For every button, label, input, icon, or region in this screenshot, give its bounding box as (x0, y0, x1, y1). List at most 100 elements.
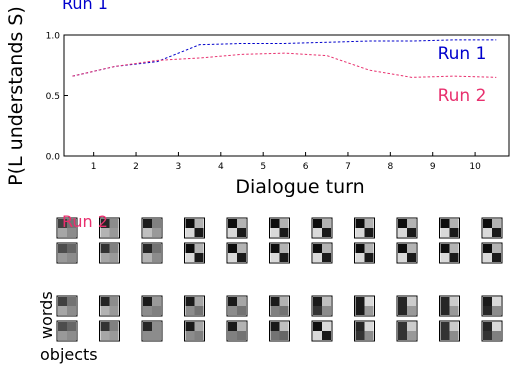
matrix-objects (396, 320, 418, 342)
matrix-cell (194, 306, 204, 315)
matrix-cell (270, 253, 280, 262)
matrix-cell (143, 253, 152, 262)
matrix-cell (355, 322, 365, 331)
matrix-cell (152, 297, 161, 306)
matrix-cell (364, 322, 374, 331)
matrix-cell (483, 244, 492, 253)
matrix-cell (100, 244, 110, 253)
matrix-cell (270, 244, 280, 253)
matrix-cell (407, 306, 416, 315)
matrix-cell (449, 253, 459, 262)
matrix-words (99, 295, 120, 317)
matrix-cell (152, 219, 161, 228)
y-tick-label: 0.5 (46, 92, 60, 102)
matrix-cell (194, 253, 204, 262)
matrix-cell (228, 306, 237, 315)
matrix-cell (143, 244, 152, 253)
matrix-cell (313, 297, 322, 306)
matrix-cell (228, 331, 237, 340)
matrix-cell (322, 219, 331, 228)
matrix-words (354, 217, 375, 239)
matrix-cell (58, 253, 67, 262)
matrix-cell (185, 253, 195, 262)
matrix-cell (67, 244, 76, 253)
matrix-words (226, 295, 248, 317)
matrix-objects (481, 320, 503, 342)
matrix-cell (279, 228, 289, 237)
matrix-panels: Run 1 Run 2 (56, 0, 503, 342)
matrix-cell (449, 228, 459, 237)
matrix-cell (322, 228, 331, 237)
matrix-cell (228, 228, 237, 237)
matrix-cell (237, 219, 246, 228)
matrix-cell (279, 322, 289, 331)
y-tick-label: 1.0 (46, 32, 61, 42)
matrix-cell (322, 253, 331, 262)
matrix-cell (228, 219, 237, 228)
matrix-cell (100, 306, 110, 315)
matrix-cell (67, 297, 76, 306)
matrix-words (269, 295, 290, 317)
matrix-cell (109, 297, 119, 306)
x-tick-label: 7 (345, 162, 351, 172)
matrix-words (99, 217, 120, 239)
matrix-objects (269, 242, 290, 264)
matrix-cell (58, 228, 67, 237)
matrix-cell (58, 331, 67, 340)
series-line-run-1 (72, 39, 497, 77)
matrix-cell (449, 219, 459, 228)
matrix-cell (237, 244, 246, 253)
matrix-cell (364, 306, 374, 315)
x-tick-label: 6 (303, 162, 309, 172)
matrix-cell (398, 228, 407, 237)
matrix-cell (398, 322, 407, 331)
matrix-cell (194, 331, 204, 340)
matrix-cell (152, 331, 161, 340)
matrix-objects (311, 320, 333, 342)
matrix-cell (440, 322, 450, 331)
matrix-cell (407, 228, 416, 237)
matrix-cell (355, 253, 365, 262)
matrix-cell (440, 253, 450, 262)
matrix-cell (100, 297, 110, 306)
matrix-cell (322, 322, 331, 331)
matrix-words (481, 295, 503, 317)
matrix-cell (492, 331, 501, 340)
matrix-cell (185, 322, 195, 331)
matrix-words (184, 217, 205, 239)
matrix-objects (184, 320, 205, 342)
matrix-cell (449, 297, 459, 306)
matrix-cell (364, 244, 374, 253)
x-tick-label: 9 (430, 162, 436, 172)
matrix-objects (269, 320, 290, 342)
matrix-cell (237, 297, 246, 306)
matrix-cell (152, 322, 161, 331)
matrix-objects (56, 242, 78, 264)
matrix-cell (279, 244, 289, 253)
matrix-cell (228, 253, 237, 262)
matrix-cell (58, 219, 67, 228)
matrix-cell (194, 322, 204, 331)
matrix-cell (270, 306, 280, 315)
matrix-cell (440, 219, 450, 228)
matrix-cell (228, 244, 237, 253)
matrix-objects (99, 320, 120, 342)
matrix-cell (483, 253, 492, 262)
matrix-words (396, 295, 418, 317)
matrix-cell (143, 297, 152, 306)
matrix-cell (100, 331, 110, 340)
matrix-cell (483, 322, 492, 331)
matrix-cell (237, 253, 246, 262)
matrix-cell (355, 306, 365, 315)
matrix-cell (109, 322, 119, 331)
matrix-words (56, 295, 78, 317)
matrix-cell (313, 253, 322, 262)
matrix-cell (109, 244, 119, 253)
matrix-cell (237, 306, 246, 315)
matrix-cell (185, 228, 195, 237)
matrix-cell (109, 331, 119, 340)
matrix-cell (492, 228, 501, 237)
matrix-words (184, 295, 205, 317)
matrix-cell (279, 219, 289, 228)
matrix-cell (58, 306, 67, 315)
